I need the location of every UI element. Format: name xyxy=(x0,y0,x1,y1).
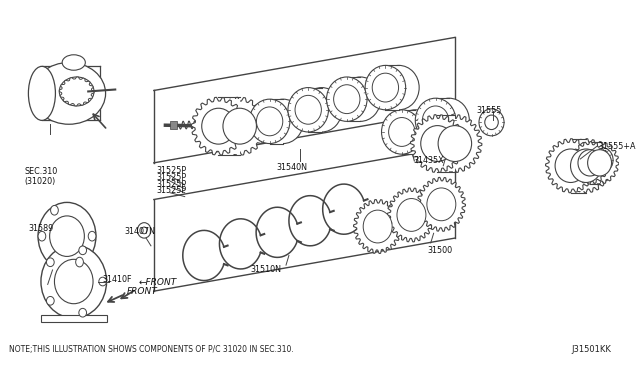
Ellipse shape xyxy=(590,147,613,173)
Polygon shape xyxy=(590,143,600,183)
Ellipse shape xyxy=(47,296,54,305)
Ellipse shape xyxy=(422,106,449,135)
Ellipse shape xyxy=(60,77,94,106)
Polygon shape xyxy=(353,199,402,253)
Ellipse shape xyxy=(202,108,236,144)
Polygon shape xyxy=(571,142,609,184)
Ellipse shape xyxy=(596,154,607,166)
Ellipse shape xyxy=(41,245,106,318)
Ellipse shape xyxy=(395,110,436,154)
Ellipse shape xyxy=(438,126,472,161)
Ellipse shape xyxy=(379,65,419,110)
Polygon shape xyxy=(385,65,399,110)
Text: 31510N: 31510N xyxy=(250,265,282,274)
Ellipse shape xyxy=(62,55,85,70)
Polygon shape xyxy=(41,315,106,322)
Text: NOTE;THIS ILLUSTRATION SHOWS COMPONENTS OF P/C 31020 IN SEC.310.: NOTE;THIS ILLUSTRATION SHOWS COMPONENTS … xyxy=(9,345,294,354)
Ellipse shape xyxy=(250,99,290,144)
Text: 31589: 31589 xyxy=(28,224,54,232)
Polygon shape xyxy=(545,139,596,193)
Polygon shape xyxy=(410,115,465,173)
Ellipse shape xyxy=(381,110,422,154)
Text: 31525P: 31525P xyxy=(157,180,187,189)
Ellipse shape xyxy=(38,231,46,241)
Ellipse shape xyxy=(38,202,96,270)
Text: J31501KK: J31501KK xyxy=(572,345,611,354)
Polygon shape xyxy=(387,188,436,242)
Ellipse shape xyxy=(88,231,96,241)
Polygon shape xyxy=(561,139,611,193)
Ellipse shape xyxy=(570,149,602,183)
Text: 31555+A: 31555+A xyxy=(598,142,636,151)
Text: 31435X: 31435X xyxy=(413,156,444,165)
Polygon shape xyxy=(308,87,322,132)
Text: 31410F: 31410F xyxy=(102,275,132,284)
Ellipse shape xyxy=(555,149,586,183)
Ellipse shape xyxy=(50,216,84,256)
Polygon shape xyxy=(438,116,455,171)
Ellipse shape xyxy=(388,118,415,147)
Text: 31555: 31555 xyxy=(476,106,502,115)
Ellipse shape xyxy=(365,65,406,110)
Ellipse shape xyxy=(578,150,602,176)
Polygon shape xyxy=(269,99,283,144)
Ellipse shape xyxy=(326,77,367,121)
Polygon shape xyxy=(218,99,240,154)
Ellipse shape xyxy=(479,109,504,136)
Text: 31500: 31500 xyxy=(428,246,453,255)
Text: FRONT: FRONT xyxy=(127,287,157,296)
Ellipse shape xyxy=(47,258,54,267)
Text: 31540N: 31540N xyxy=(276,163,307,172)
Ellipse shape xyxy=(420,126,454,161)
Ellipse shape xyxy=(79,246,86,255)
Bar xyxy=(170,121,177,129)
Text: ←FRONT: ←FRONT xyxy=(138,278,177,287)
Ellipse shape xyxy=(76,257,83,267)
Text: SEC.310
(31020): SEC.310 (31020) xyxy=(24,167,58,186)
Ellipse shape xyxy=(54,259,93,304)
Ellipse shape xyxy=(429,98,469,142)
Polygon shape xyxy=(428,115,482,173)
Ellipse shape xyxy=(263,99,303,144)
Text: 31525P: 31525P xyxy=(157,166,187,175)
Ellipse shape xyxy=(397,199,426,231)
Ellipse shape xyxy=(372,73,399,102)
Ellipse shape xyxy=(295,95,321,124)
Ellipse shape xyxy=(28,66,56,121)
Polygon shape xyxy=(212,97,267,155)
Polygon shape xyxy=(347,77,360,121)
Polygon shape xyxy=(191,97,246,155)
Ellipse shape xyxy=(427,188,456,221)
Ellipse shape xyxy=(340,77,381,121)
Text: 31525P: 31525P xyxy=(157,186,187,195)
Polygon shape xyxy=(571,140,586,192)
Ellipse shape xyxy=(257,107,283,136)
Ellipse shape xyxy=(364,210,392,243)
Ellipse shape xyxy=(51,205,58,215)
Ellipse shape xyxy=(32,62,106,124)
Ellipse shape xyxy=(588,150,612,176)
Ellipse shape xyxy=(288,87,328,132)
Polygon shape xyxy=(417,177,465,231)
Ellipse shape xyxy=(99,277,106,286)
Polygon shape xyxy=(436,98,449,142)
Ellipse shape xyxy=(79,308,86,317)
Polygon shape xyxy=(60,77,94,106)
Text: 31407N: 31407N xyxy=(125,227,156,235)
Ellipse shape xyxy=(301,87,342,132)
Ellipse shape xyxy=(333,85,360,113)
Ellipse shape xyxy=(138,223,151,238)
Polygon shape xyxy=(580,142,619,184)
Ellipse shape xyxy=(415,98,456,142)
Polygon shape xyxy=(402,110,415,154)
Ellipse shape xyxy=(223,108,257,144)
Ellipse shape xyxy=(141,227,147,234)
Ellipse shape xyxy=(484,115,499,129)
Text: 31525P: 31525P xyxy=(157,173,187,182)
